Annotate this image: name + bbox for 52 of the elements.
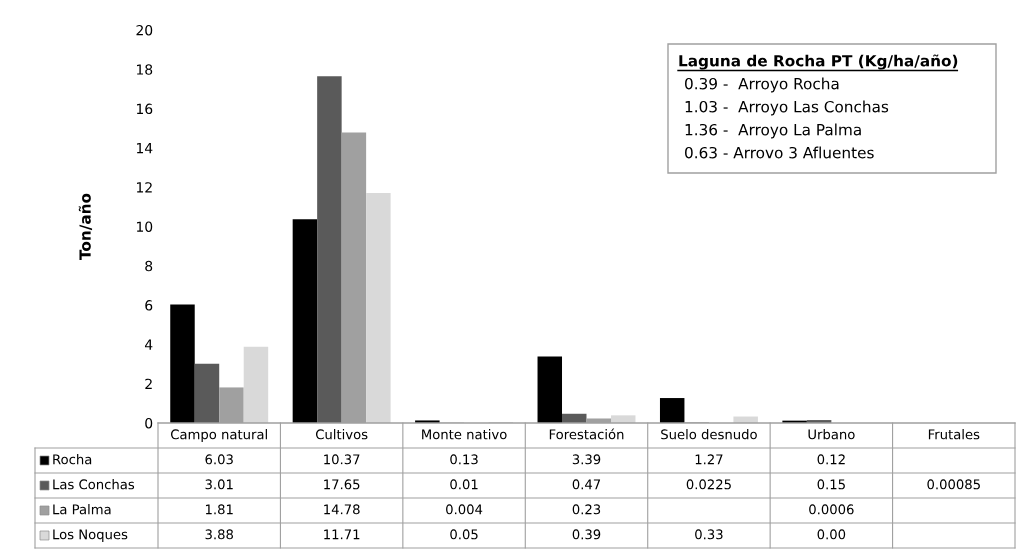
- x-tick-label: Frutales: [928, 429, 980, 440]
- data-label: 17.65: [324, 479, 360, 490]
- data-label: 3.39: [572, 454, 601, 465]
- y-tick-label: 0: [145, 417, 153, 429]
- y-tick-label: 12: [136, 182, 152, 193]
- data-label: 1.81: [205, 504, 233, 515]
- annotation: 0.63 - Arrovo 3 Afluentes: [685, 146, 874, 159]
- data-label: 0.33: [695, 529, 723, 540]
- data-label: 0.15: [817, 479, 845, 490]
- data-label: 1.27: [695, 454, 723, 465]
- data-label: 0.05: [450, 529, 478, 540]
- legend-label: Rocha: [53, 454, 92, 465]
- legend-label: Los Noques: [53, 529, 128, 542]
- annotation: 1.36 - Arroyo La Palma: [685, 123, 861, 139]
- y-tick-label: 6: [145, 300, 153, 311]
- annotation: 1.03 - Arroyo Las Conchas: [685, 100, 889, 116]
- x-tick-label: Suelo desnudo: [661, 429, 757, 440]
- data-label: 14.78: [324, 504, 360, 515]
- x-tick-label: Cultivos: [315, 429, 368, 440]
- x-tick-label: Campo natural: [170, 429, 267, 442]
- y-tick-label: 18: [136, 64, 153, 75]
- data-label: 0.13: [450, 454, 478, 465]
- y-tick-label: 10: [136, 221, 153, 232]
- y-tick-label: 8: [145, 260, 153, 272]
- data-label: 0.01: [450, 479, 478, 490]
- y-axis-title: Ton/año: [78, 193, 93, 260]
- data-label: 11.71: [324, 529, 360, 540]
- data-label: 0.0006: [809, 504, 854, 515]
- legend-label: La Palma: [53, 504, 111, 515]
- y-tick-label: 14: [136, 143, 153, 154]
- data-label: 0.0225: [686, 479, 731, 490]
- y-tick-label: 4: [144, 339, 153, 350]
- x-tick-label: Forestación: [549, 428, 624, 440]
- y-tick-label: 20: [136, 24, 153, 36]
- annotation: Laguna de Rocha PT (Kg/ha/año): [679, 54, 958, 70]
- data-label: 0.47: [572, 479, 601, 490]
- data-label: 0.00085: [927, 479, 980, 490]
- y-tick-label: 2: [145, 378, 152, 389]
- data-label: 0.004: [446, 504, 483, 515]
- data-label: 6.03: [205, 454, 233, 465]
- data-label: 0.39: [572, 529, 601, 540]
- y-tick-label: 16: [136, 103, 153, 115]
- data-label: 10.37: [324, 454, 360, 465]
- data-label: 3.01: [205, 479, 233, 490]
- x-tick-label: Monte nativo: [422, 429, 507, 440]
- data-label: 3.88: [205, 529, 233, 540]
- data-label: 0.00: [817, 529, 846, 540]
- data-label: 0.23: [572, 504, 601, 515]
- annotation: 0.39 - Arroyo Rocha: [685, 77, 839, 93]
- data-label: 0.12: [817, 454, 845, 465]
- legend-label: Las Conchas: [53, 479, 135, 490]
- x-tick-label: Urbano: [808, 429, 855, 440]
